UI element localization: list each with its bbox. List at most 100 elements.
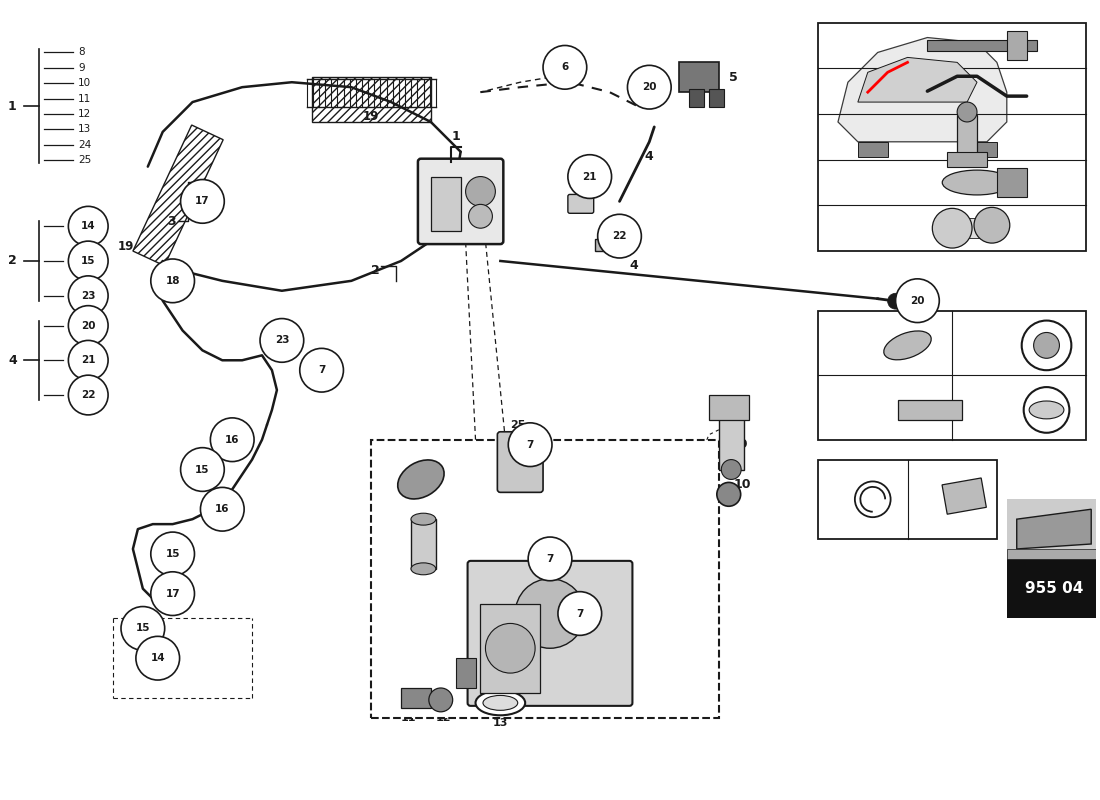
- Text: 11: 11: [78, 94, 91, 104]
- Circle shape: [68, 306, 108, 346]
- Circle shape: [68, 276, 108, 315]
- Circle shape: [1024, 387, 1069, 433]
- Bar: [818, 310, 1087, 440]
- Text: 6: 6: [561, 62, 569, 72]
- Text: 7: 7: [547, 554, 553, 564]
- Circle shape: [974, 207, 1010, 243]
- Ellipse shape: [411, 563, 436, 574]
- Circle shape: [200, 487, 244, 531]
- Text: 16: 16: [838, 340, 854, 350]
- Ellipse shape: [883, 331, 932, 360]
- Text: 12: 12: [78, 109, 91, 119]
- FancyBboxPatch shape: [568, 194, 594, 214]
- Polygon shape: [1016, 510, 1091, 549]
- Bar: [818, 459, 997, 539]
- Text: 20: 20: [843, 178, 858, 187]
- Bar: [133, 125, 223, 266]
- Text: 15: 15: [81, 256, 96, 266]
- Bar: [957, 115, 977, 154]
- Text: 23: 23: [275, 335, 289, 346]
- Text: 15: 15: [165, 549, 180, 559]
- Bar: [1006, 549, 1100, 559]
- Circle shape: [957, 102, 977, 122]
- Circle shape: [68, 375, 108, 415]
- Text: 23: 23: [843, 41, 858, 50]
- Text: 7: 7: [576, 609, 583, 618]
- Circle shape: [528, 537, 572, 581]
- Circle shape: [68, 341, 108, 380]
- Bar: [708, 395, 749, 420]
- Circle shape: [717, 482, 740, 506]
- Text: 13: 13: [78, 124, 91, 134]
- Ellipse shape: [943, 170, 1012, 195]
- FancyBboxPatch shape: [497, 432, 543, 492]
- Circle shape: [888, 294, 903, 309]
- Bar: [595, 239, 619, 251]
- Text: 17: 17: [838, 405, 854, 415]
- Text: 23: 23: [81, 290, 96, 301]
- Text: 6: 6: [977, 405, 985, 415]
- Bar: [311, 78, 431, 122]
- Text: 22: 22: [81, 390, 96, 400]
- Bar: [1006, 30, 1026, 60]
- Text: 24: 24: [392, 459, 407, 470]
- Bar: [411, 519, 436, 569]
- Circle shape: [180, 448, 224, 491]
- Text: 22: 22: [843, 86, 858, 96]
- Circle shape: [465, 177, 495, 206]
- Circle shape: [558, 592, 602, 635]
- Text: 9: 9: [739, 438, 747, 451]
- Bar: [689, 89, 704, 107]
- Text: 7: 7: [527, 440, 534, 450]
- Bar: [818, 22, 1087, 251]
- Circle shape: [68, 206, 108, 246]
- Circle shape: [543, 46, 586, 89]
- Circle shape: [1022, 321, 1071, 370]
- Bar: [967, 142, 997, 157]
- FancyBboxPatch shape: [418, 158, 504, 244]
- Text: 22: 22: [613, 231, 627, 241]
- Bar: [455, 658, 475, 688]
- Bar: [947, 152, 987, 166]
- Text: 20: 20: [642, 82, 657, 92]
- Text: 7: 7: [318, 366, 326, 375]
- Text: 8: 8: [396, 569, 404, 578]
- Text: 14: 14: [81, 222, 96, 231]
- Bar: [708, 89, 724, 107]
- Bar: [372, 440, 718, 718]
- Ellipse shape: [411, 514, 436, 525]
- Text: 14: 14: [917, 494, 933, 504]
- Circle shape: [855, 482, 891, 517]
- Text: 10: 10: [734, 478, 751, 491]
- Text: 19: 19: [118, 239, 134, 253]
- Circle shape: [136, 636, 179, 680]
- Circle shape: [485, 623, 535, 673]
- Text: 10: 10: [78, 78, 91, 88]
- Circle shape: [1034, 333, 1059, 358]
- Text: 2: 2: [372, 265, 379, 278]
- Bar: [402, 688, 431, 708]
- Polygon shape: [858, 58, 977, 102]
- Ellipse shape: [398, 460, 444, 499]
- Bar: [679, 62, 718, 92]
- FancyBboxPatch shape: [468, 561, 632, 706]
- Text: 7: 7: [977, 340, 985, 350]
- Text: 18: 18: [843, 223, 858, 234]
- Text: 1: 1: [8, 100, 16, 113]
- Text: 4: 4: [8, 354, 16, 366]
- Text: 12: 12: [436, 713, 451, 722]
- Bar: [718, 400, 744, 470]
- Polygon shape: [838, 38, 1007, 142]
- Text: 15: 15: [828, 494, 844, 504]
- Bar: [942, 478, 987, 514]
- Text: 16: 16: [226, 434, 240, 445]
- Text: 15: 15: [135, 623, 150, 634]
- Bar: [898, 400, 962, 420]
- Circle shape: [151, 532, 195, 576]
- Bar: [481, 603, 540, 693]
- Circle shape: [429, 688, 453, 712]
- Text: 5: 5: [728, 70, 737, 84]
- Text: 14: 14: [151, 653, 165, 663]
- Bar: [1006, 499, 1100, 559]
- Circle shape: [68, 241, 108, 281]
